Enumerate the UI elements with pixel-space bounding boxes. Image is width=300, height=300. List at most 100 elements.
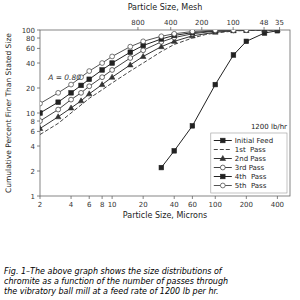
- data-point: [127, 62, 133, 67]
- y-tick: [37, 38, 40, 39]
- data-point: [213, 82, 218, 87]
- x-tick-label: 400: [271, 201, 284, 209]
- legend-marker: [220, 165, 225, 170]
- data-point: [86, 91, 92, 96]
- data-point: [87, 69, 92, 74]
- x-tick-label: 60: [188, 201, 197, 209]
- y-tick: [37, 113, 40, 114]
- legend-label: Initial Feed: [235, 137, 273, 145]
- data-point: [110, 61, 115, 66]
- x-tick-label: 8: [100, 201, 104, 209]
- data-point: [87, 84, 92, 89]
- data-point: [40, 101, 42, 106]
- data-point: [213, 30, 218, 33]
- y-tick-label: 1: [31, 193, 35, 201]
- x2-tick: [137, 27, 138, 30]
- x-tick: [174, 196, 175, 199]
- y-tick-label: 2: [31, 168, 35, 176]
- series-line: [40, 30, 246, 113]
- series: [40, 30, 249, 123]
- data-point: [56, 100, 61, 105]
- y-axis-label: Cumulative Percent Finer Than Stated Siz…: [4, 33, 13, 193]
- x-tick: [71, 196, 72, 199]
- data-point: [110, 68, 115, 73]
- x-tick-label: 100: [209, 201, 222, 209]
- series-line: [40, 30, 246, 121]
- y-tick-label: 60: [26, 45, 35, 53]
- data-point: [141, 48, 146, 53]
- data-point: [172, 31, 177, 36]
- x-tick: [112, 196, 113, 199]
- x-tick: [143, 196, 144, 199]
- x2-tick: [279, 27, 280, 30]
- series: [40, 30, 277, 134]
- x-tick-label: 40: [170, 201, 179, 209]
- data-point: [79, 83, 84, 88]
- data-point: [244, 30, 249, 32]
- legend-label: 1st Pass: [235, 146, 266, 154]
- data-point: [100, 75, 105, 80]
- x2-tick: [264, 27, 265, 30]
- chart: 2468102040601002004001246810204060801008…: [0, 0, 300, 300]
- data-point: [244, 30, 250, 32]
- series-line: [40, 30, 277, 134]
- y-tick: [37, 121, 40, 122]
- x-axis-label: Particle Size, Microns: [123, 211, 207, 220]
- data-point: [213, 30, 218, 33]
- x-tick-label: 2: [38, 201, 42, 209]
- series-line: [40, 30, 277, 128]
- data-point: [79, 90, 84, 95]
- data-point: [55, 114, 61, 119]
- y-tick-label: 6: [31, 128, 36, 136]
- plot-frame: [40, 30, 290, 196]
- data-point: [244, 39, 249, 44]
- x-tick-label: 200: [240, 201, 253, 209]
- series: [40, 30, 249, 106]
- x2-tick-label: 100: [226, 19, 239, 27]
- x-tick: [192, 196, 193, 199]
- data-point: [172, 149, 177, 154]
- data-point: [231, 53, 236, 58]
- y-tick: [37, 146, 40, 147]
- data-point: [190, 30, 195, 34]
- data-point: [159, 165, 164, 170]
- legend-label: 3rd Pass: [235, 164, 265, 172]
- x2-tick: [170, 27, 171, 30]
- y-tick: [37, 131, 40, 132]
- y-tick: [37, 88, 40, 89]
- y-tick-label: 4: [31, 143, 36, 151]
- y-tick-label: 100: [22, 27, 35, 35]
- x2-tick-label: 200: [195, 19, 208, 27]
- legend-label: 4th Pass: [235, 173, 267, 181]
- x2-tick-label: 35: [275, 19, 284, 27]
- legend-label: 5th Pass: [235, 182, 267, 190]
- caption: Fig. 1–The above graph shows the size di…: [4, 267, 228, 296]
- data-point: [141, 39, 146, 44]
- y-tick-label: 40: [26, 60, 35, 68]
- data-point: [56, 107, 61, 112]
- legend-marker: [220, 156, 226, 161]
- data-point: [69, 82, 74, 87]
- data-point: [109, 74, 115, 79]
- x-tick: [246, 196, 247, 199]
- data-point: [244, 30, 249, 33]
- data-point: [231, 30, 236, 33]
- x2-tick: [233, 27, 234, 30]
- data-point: [128, 56, 133, 61]
- legend: Initial Feed1st Pass2nd Pass3rd Pass4th …: [211, 133, 287, 193]
- data-point: [40, 126, 43, 131]
- data-point: [99, 82, 105, 87]
- data-point: [128, 44, 133, 49]
- legend-box: [211, 133, 287, 193]
- legend-marker: [221, 174, 226, 179]
- data-point: [244, 30, 249, 32]
- annotation: A = 0.80: [47, 73, 81, 82]
- x-tick: [215, 196, 216, 199]
- data-point: [159, 34, 164, 39]
- x-tick: [277, 196, 278, 199]
- series: [40, 30, 249, 115]
- data-point: [68, 105, 74, 110]
- data-point: [213, 30, 218, 33]
- x-tick-label: 4: [69, 201, 74, 209]
- y-tick-label: 10: [26, 110, 35, 118]
